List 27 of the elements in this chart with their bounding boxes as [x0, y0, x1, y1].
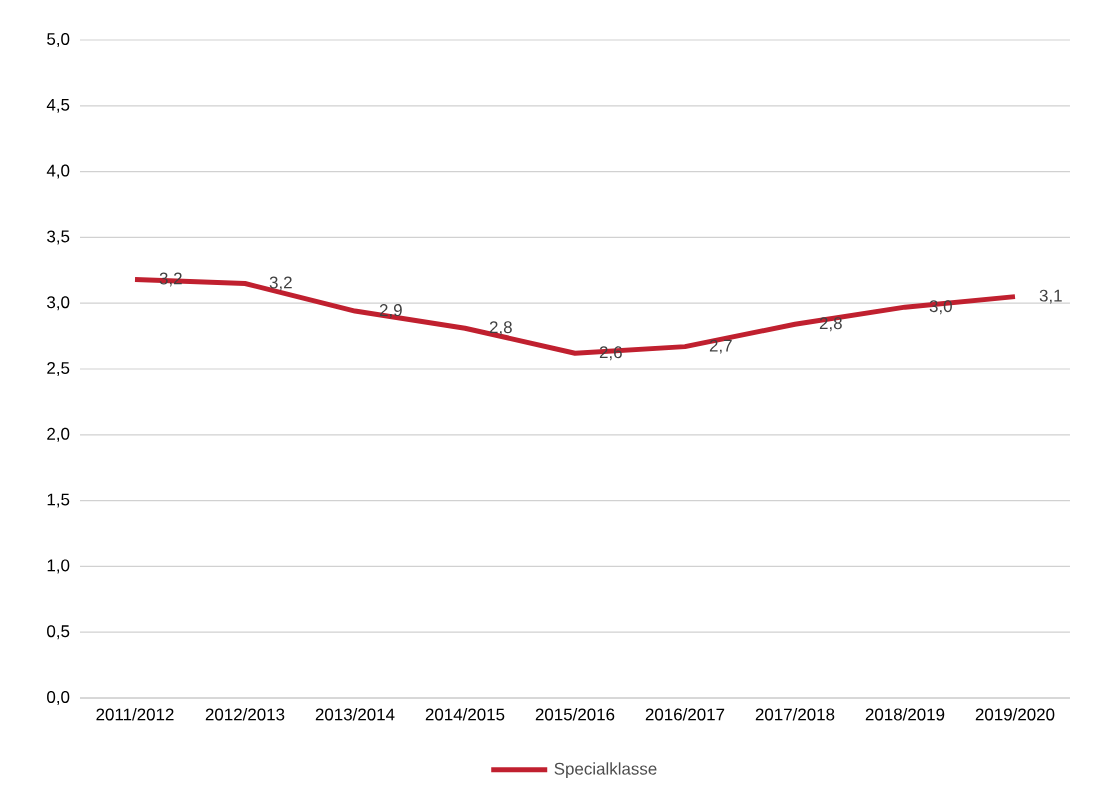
y-tick-label: 0,0	[47, 691, 70, 705]
legend-label: Specialklasse	[554, 762, 657, 779]
y-tick-label: 2,5	[47, 362, 70, 376]
data-label: 2,6	[599, 346, 622, 361]
y-tick-label: 4,5	[46, 98, 70, 113]
x-tick-label: 2014/2015	[425, 708, 505, 721]
data-label: 3,2	[269, 276, 292, 291]
y-tick-label: 3,5	[47, 230, 70, 245]
x-tick-label: 2012/2013	[205, 708, 285, 721]
y-tick-label: 1,0	[47, 559, 70, 574]
y-tick-label: 1,5	[47, 493, 70, 508]
y-tick-label: 0,5	[47, 625, 70, 640]
data-label: 2,8	[819, 317, 842, 332]
x-tick-label: 2015/2016	[535, 708, 615, 721]
y-tick-label: 5,0	[47, 33, 70, 47]
x-tick-label: 2011/2012	[96, 708, 174, 721]
y-tick-label: 4,0	[46, 164, 70, 179]
x-tick-label: 2016/2017	[645, 708, 725, 721]
x-tick-label: 2017/2018	[755, 708, 835, 721]
x-tick-label: 2019/2020	[975, 708, 1055, 721]
x-tick-label: 2013/2014	[315, 708, 395, 721]
data-label: 2,7	[709, 339, 732, 354]
y-tick-label: 2,0	[47, 427, 70, 442]
data-label: 3,1	[1039, 289, 1062, 304]
y-tick-label: 3,0	[47, 296, 70, 311]
data-label: 2,8	[489, 321, 512, 336]
x-tick-label: 2018/2019	[865, 708, 945, 721]
